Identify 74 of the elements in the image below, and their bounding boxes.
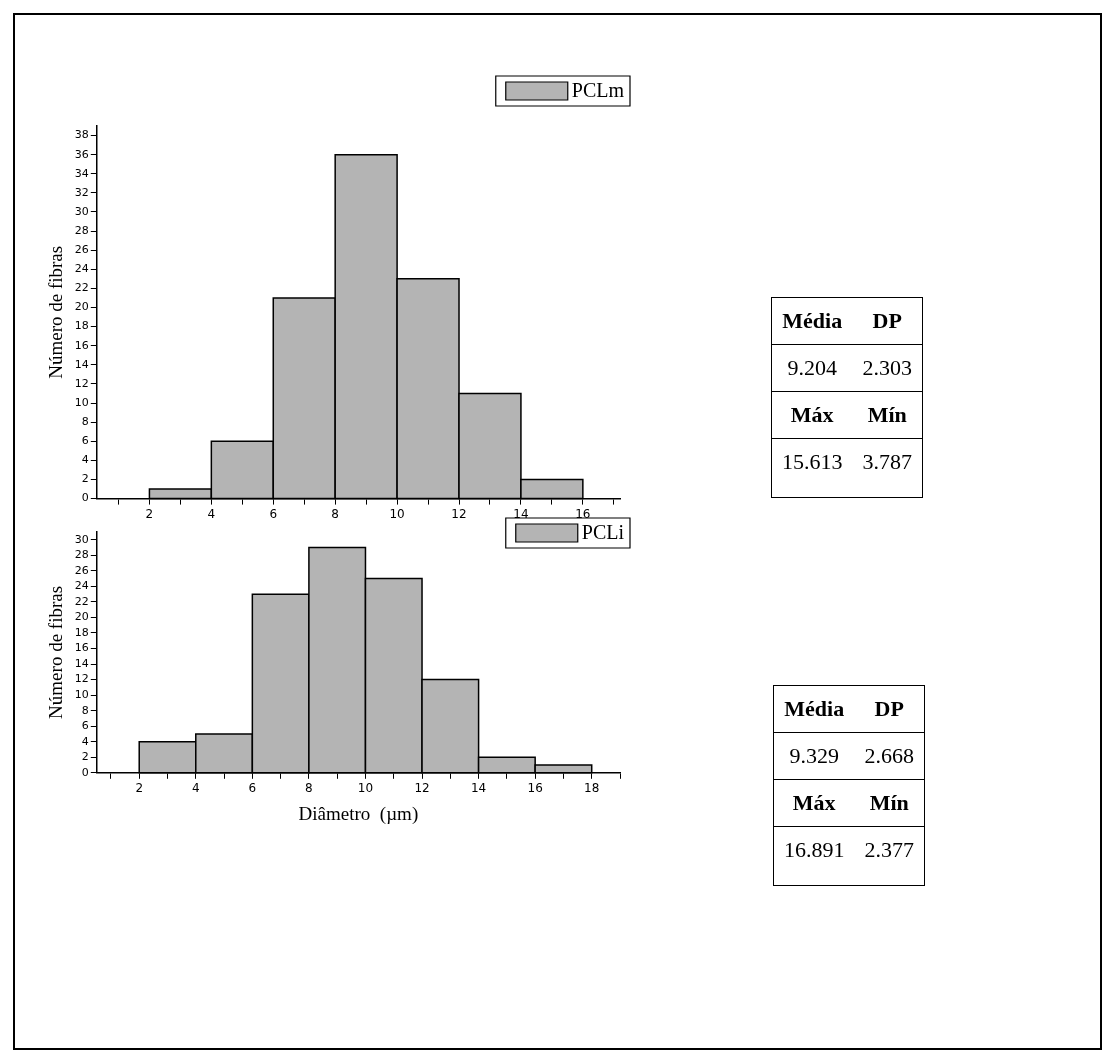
y-tick-label: 30: [74, 532, 89, 546]
y-tick-label: 18: [74, 625, 89, 639]
y-tick-label: 16: [74, 641, 89, 655]
y-tick-label: 14: [74, 357, 89, 371]
category-label: Mín: [854, 779, 925, 827]
y-tick-label: 12: [74, 672, 89, 686]
y-tick-label: 0: [81, 765, 89, 779]
x-tick-label: 12: [451, 506, 467, 521]
y-tick-label: 0: [81, 491, 89, 505]
y-axis-title: Número de fibras: [45, 245, 67, 379]
y-tick-label: 32: [74, 185, 89, 199]
y-tick-label: 38: [74, 128, 89, 142]
y-tick-label: 2: [81, 750, 89, 764]
category-label: Mín: [852, 391, 923, 439]
y-tick-label: 12: [74, 376, 89, 390]
x-tick-label: 14: [513, 506, 529, 521]
x-tick-label: 6: [248, 781, 257, 796]
y-tick-label: 4: [81, 453, 89, 467]
y-tick-label: 18: [74, 319, 89, 333]
x-tick-label: 8: [331, 506, 339, 521]
x-tick-label: 4: [207, 506, 216, 521]
x-tick-label: 14: [470, 781, 487, 796]
y-tick-label: 2: [81, 472, 89, 486]
y-tick-label: 8: [81, 703, 89, 717]
category-label: Máx: [771, 391, 853, 439]
y-tick-label: 14: [74, 656, 89, 670]
x-tick-label: 12: [414, 781, 430, 796]
y-tick-label: 34: [74, 166, 89, 180]
category-label: Média: [771, 297, 853, 345]
y-tick-label: 16: [74, 338, 89, 352]
y-axis-title: Número de fibras: [45, 585, 67, 719]
y-tick-label: 36: [74, 147, 89, 161]
legend-label: PCLi: [581, 521, 625, 544]
category-label: Máx: [773, 779, 855, 827]
x-axis-title: Diâmetro (µm): [298, 802, 419, 825]
x-tick-label: 10: [389, 506, 405, 521]
y-tick-label: 28: [74, 223, 89, 237]
data-label: 2.668: [854, 732, 925, 780]
category-label: Média: [773, 685, 855, 733]
x-tick-label: 16: [527, 781, 543, 796]
y-tick-label: 22: [74, 281, 89, 295]
x-tick-label: 16: [575, 506, 591, 521]
y-tick-label: 20: [74, 610, 89, 624]
x-tick-label: 8: [305, 781, 313, 796]
category-label: DP: [852, 297, 923, 345]
x-tick-label: 2: [135, 781, 144, 796]
x-tick-label: 2: [145, 506, 154, 521]
x-tick-label: 6: [269, 506, 278, 521]
y-tick-label: 8: [81, 415, 89, 429]
y-tick-label: 22: [74, 594, 89, 608]
y-tick-label: 26: [74, 563, 89, 577]
legend-label: PCLm: [571, 79, 625, 102]
x-tick-label: 18: [584, 781, 600, 796]
y-tick-label: 24: [74, 579, 89, 593]
y-tick-label: 10: [74, 395, 89, 409]
y-tick-label: 10: [74, 687, 89, 701]
y-tick-label: 30: [74, 204, 89, 218]
data-label: 2.377: [863, 836, 915, 864]
data-label: 9.204: [771, 344, 853, 392]
x-tick-label: 4: [191, 781, 200, 796]
data-label: 2.303: [852, 344, 923, 392]
x-tick-label: 10: [357, 781, 374, 796]
category-label: DP: [854, 685, 925, 733]
y-tick-label: 24: [74, 262, 89, 276]
data-label: 15.613: [781, 448, 844, 476]
y-tick-label: 28: [74, 548, 89, 562]
data-label: 16.891: [783, 836, 846, 864]
y-tick-label: 6: [81, 719, 89, 733]
y-tick-label: 20: [74, 300, 89, 314]
y-tick-label: 26: [74, 243, 89, 257]
y-tick-label: 4: [81, 734, 89, 748]
y-tick-label: 6: [81, 434, 89, 448]
data-label: 9.329: [773, 732, 855, 780]
data-label: 3.787: [861, 448, 913, 476]
